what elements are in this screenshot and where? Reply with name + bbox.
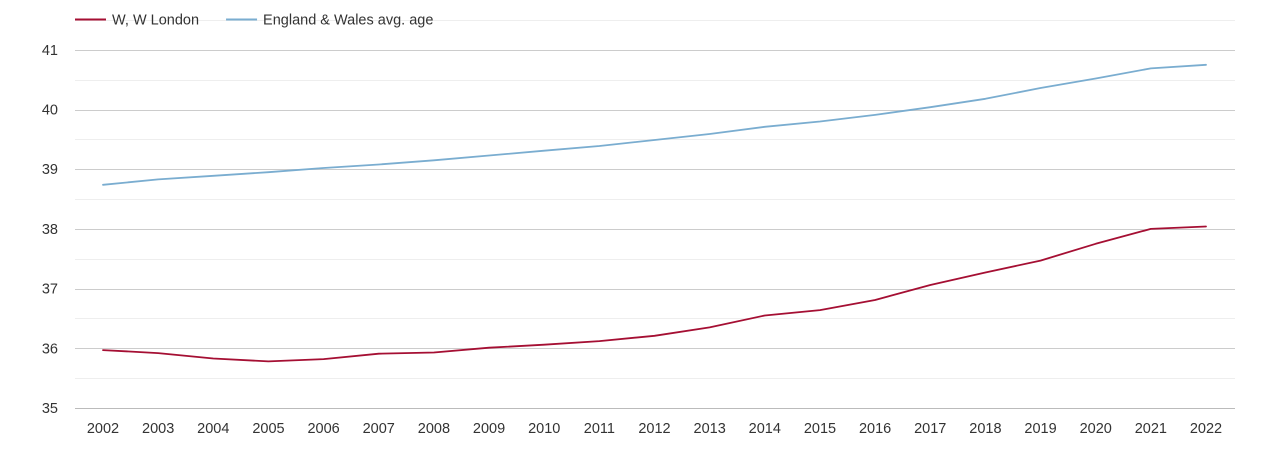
x-tick-label: 2013 (694, 421, 726, 437)
x-tick-label: 2010 (528, 421, 560, 437)
legend-label: W, W London (112, 13, 199, 29)
y-tick-label: 36 (42, 341, 58, 357)
x-axis-tick-labels: 2002 2003 2004 2005 2006 2007 2008 2009 2010 2011… (87, 421, 1222, 437)
y-tick-label: 39 (42, 162, 58, 178)
x-tick-label: 2022 (1190, 421, 1222, 437)
x-tick-label: 2017 (914, 421, 946, 437)
x-tick-label: 2012 (638, 421, 670, 437)
x-tick-label: 2003 (142, 421, 174, 437)
x-tick-label: 2004 (197, 421, 229, 437)
y-tick-label: 38 (42, 222, 58, 238)
x-tick-label: 2021 (1135, 421, 1167, 437)
x-tick-label: 2005 (252, 421, 284, 437)
y-tick-label: 40 (42, 103, 58, 119)
x-tick-label: 2008 (418, 421, 450, 437)
x-tick-label: 2007 (363, 421, 395, 437)
x-tick-label: 2002 (87, 421, 119, 437)
legend: W, W London England & Wales avg. age (75, 13, 433, 29)
x-tick-label: 2014 (749, 421, 781, 437)
series-lines (102, 63, 1207, 363)
y-axis-tick-labels: 35 36 37 38 39 40 41 (42, 43, 58, 417)
legend-label: England & Wales avg. age (263, 13, 433, 29)
x-tick-label: 2019 (1024, 421, 1056, 437)
x-tick-label: 2011 (584, 421, 615, 437)
x-tick-label: 2018 (969, 421, 1001, 437)
y-tick-label: 41 (42, 43, 58, 59)
minor-gridlines (75, 20, 1235, 379)
y-tick-label: 37 (42, 282, 58, 298)
series-line (102, 63, 1207, 186)
major-gridlines (75, 50, 1235, 409)
x-tick-label: 2015 (804, 421, 836, 437)
x-tick-label: 2016 (859, 421, 891, 437)
y-tick-label: 35 (42, 401, 58, 417)
x-tick-label: 2006 (307, 421, 339, 437)
x-tick-label: 2020 (1080, 421, 1112, 437)
series-line (102, 225, 1207, 363)
x-tick-label: 2009 (473, 421, 505, 437)
